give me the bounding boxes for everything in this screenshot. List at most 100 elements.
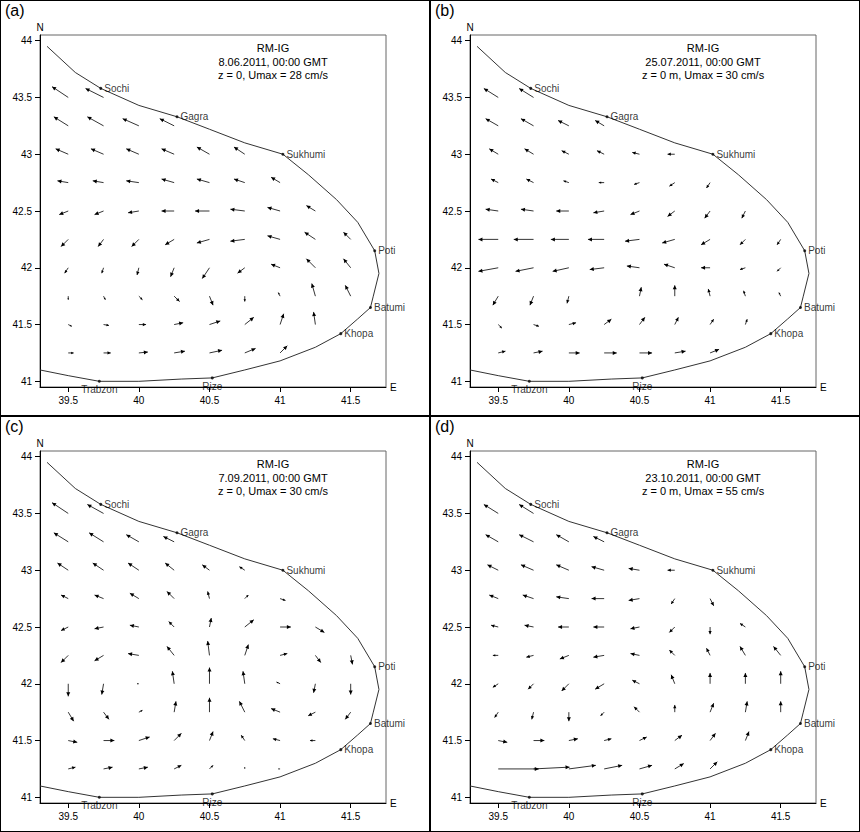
svg-text:Sochi: Sochi — [534, 83, 559, 94]
svg-text:44: 44 — [451, 35, 463, 46]
svg-text:Batumi: Batumi — [374, 718, 405, 729]
svg-text:41.5: 41.5 — [13, 735, 33, 746]
svg-text:Gagra: Gagra — [610, 111, 638, 122]
svg-text:41: 41 — [451, 376, 463, 387]
svg-text:41: 41 — [275, 395, 287, 406]
svg-text:43.5: 43.5 — [443, 92, 463, 103]
svg-text:41: 41 — [451, 792, 463, 803]
svg-text:39.5: 39.5 — [59, 395, 79, 406]
svg-text:42.5: 42.5 — [13, 206, 33, 217]
svg-text:41.5: 41.5 — [13, 319, 33, 330]
svg-text:8.06.2011, 00:00 GMT: 8.06.2011, 00:00 GMT — [218, 56, 328, 68]
svg-text:42: 42 — [451, 262, 463, 273]
svg-text:RM-IG: RM-IG — [687, 458, 719, 470]
svg-text:41: 41 — [275, 811, 287, 822]
svg-text:Gagra: Gagra — [180, 111, 208, 122]
svg-text:Trabzon: Trabzon — [81, 800, 117, 811]
svg-text:z = 0 m, Umax = 30 cm/s: z = 0 m, Umax = 30 cm/s — [642, 69, 765, 81]
svg-text:43: 43 — [451, 149, 463, 160]
svg-text:44: 44 — [451, 451, 463, 462]
svg-text:39.5: 39.5 — [59, 811, 79, 822]
svg-text:40.5: 40.5 — [200, 395, 220, 406]
svg-text:42: 42 — [451, 678, 463, 689]
svg-text:Sukhumi: Sukhumi — [286, 149, 325, 160]
svg-text:Khopa: Khopa — [774, 744, 803, 755]
svg-text:Rize: Rize — [202, 797, 222, 808]
svg-text:Batumi: Batumi — [374, 302, 405, 313]
svg-text:Gagra: Gagra — [610, 527, 638, 538]
svg-text:41.5: 41.5 — [771, 811, 791, 822]
svg-text:Rize: Rize — [632, 381, 652, 392]
svg-text:41.5: 41.5 — [443, 319, 463, 330]
svg-text:Poti: Poti — [378, 661, 395, 672]
svg-text:Sukhumi: Sukhumi — [286, 565, 325, 576]
svg-text:25.07.2011, 00:00 GMT: 25.07.2011, 00:00 GMT — [645, 56, 761, 68]
svg-text:42.5: 42.5 — [443, 206, 463, 217]
svg-text:7.09.2011, 00:00 GMT: 7.09.2011, 00:00 GMT — [218, 472, 328, 484]
svg-text:43: 43 — [21, 565, 33, 576]
svg-text:N: N — [466, 438, 473, 449]
svg-text:40.5: 40.5 — [200, 811, 220, 822]
svg-text:Poti: Poti — [808, 661, 825, 672]
svg-text:Poti: Poti — [378, 245, 395, 256]
svg-text:44: 44 — [21, 35, 33, 46]
svg-text:z = 0 m, Umax = 55 cm/s: z = 0 m, Umax = 55 cm/s — [642, 485, 765, 497]
svg-text:Trabzon: Trabzon — [511, 800, 547, 811]
svg-text:41.5: 41.5 — [443, 735, 463, 746]
svg-text:23.10.2011, 00:00 GMT: 23.10.2011, 00:00 GMT — [645, 472, 761, 484]
svg-text:42: 42 — [21, 678, 33, 689]
svg-text:42.5: 42.5 — [13, 622, 33, 633]
svg-text:Khopa: Khopa — [774, 328, 803, 339]
svg-text:41: 41 — [705, 395, 717, 406]
svg-text:Batumi: Batumi — [804, 302, 835, 313]
svg-text:N: N — [36, 22, 43, 33]
svg-text:43: 43 — [21, 149, 33, 160]
svg-text:40: 40 — [133, 395, 145, 406]
svg-text:z = 0, Umax = 30 cm/s: z = 0, Umax = 30 cm/s — [218, 485, 329, 497]
svg-text:43.5: 43.5 — [13, 92, 33, 103]
svg-text:RM-IG: RM-IG — [687, 42, 719, 54]
svg-text:40.5: 40.5 — [630, 395, 650, 406]
svg-text:40.5: 40.5 — [630, 811, 650, 822]
svg-text:z = 0, Umax = 28 cm/s: z = 0, Umax = 28 cm/s — [218, 69, 329, 81]
svg-text:E: E — [820, 382, 827, 393]
svg-text:Trabzon: Trabzon — [81, 384, 117, 395]
svg-text:Rize: Rize — [202, 381, 222, 392]
svg-text:Gagra: Gagra — [180, 527, 208, 538]
svg-text:Rize: Rize — [632, 797, 652, 808]
svg-text:RM-IG: RM-IG — [257, 458, 289, 470]
svg-text:40: 40 — [133, 811, 145, 822]
svg-text:RM-IG: RM-IG — [257, 42, 289, 54]
svg-text:Poti: Poti — [808, 245, 825, 256]
svg-text:Trabzon: Trabzon — [511, 384, 547, 395]
svg-text:Sukhumi: Sukhumi — [716, 565, 755, 576]
svg-text:41: 41 — [705, 811, 717, 822]
svg-text:E: E — [820, 798, 827, 809]
svg-text:43.5: 43.5 — [443, 508, 463, 519]
svg-text:41.5: 41.5 — [771, 395, 791, 406]
svg-text:42.5: 42.5 — [443, 622, 463, 633]
svg-text:43: 43 — [451, 565, 463, 576]
svg-text:41.5: 41.5 — [341, 395, 361, 406]
svg-text:Sukhumi: Sukhumi — [716, 149, 755, 160]
svg-text:E: E — [390, 798, 397, 809]
svg-text:41: 41 — [21, 376, 33, 387]
svg-text:40: 40 — [563, 395, 575, 406]
svg-text:44: 44 — [21, 451, 33, 462]
svg-text:41: 41 — [21, 792, 33, 803]
svg-text:39.5: 39.5 — [489, 395, 509, 406]
svg-text:Khopa: Khopa — [344, 744, 373, 755]
svg-text:39.5: 39.5 — [489, 811, 509, 822]
svg-text:Sochi: Sochi — [534, 499, 559, 510]
svg-text:N: N — [466, 22, 473, 33]
svg-text:43.5: 43.5 — [13, 508, 33, 519]
svg-text:Sochi: Sochi — [104, 83, 129, 94]
svg-text:Khopa: Khopa — [344, 328, 373, 339]
svg-text:42: 42 — [21, 262, 33, 273]
svg-text:41.5: 41.5 — [341, 811, 361, 822]
svg-text:E: E — [390, 382, 397, 393]
svg-text:Sochi: Sochi — [104, 499, 129, 510]
svg-text:N: N — [36, 438, 43, 449]
svg-text:Batumi: Batumi — [804, 718, 835, 729]
svg-text:40: 40 — [563, 811, 575, 822]
